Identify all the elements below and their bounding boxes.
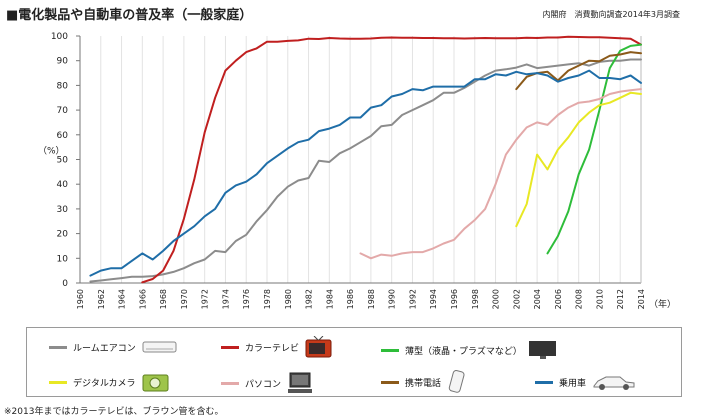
digital-camera-icon <box>142 374 169 392</box>
x-axis-label: （年） <box>649 298 676 310</box>
y-tick-label: 30 <box>57 205 69 215</box>
legend-item-mobile-phone: 携帯電話 <box>381 370 467 394</box>
legend-item-car: 乗用車 <box>535 372 636 392</box>
y-tick-label: 0 <box>62 279 68 289</box>
y-tick-label: 70 <box>57 106 69 116</box>
x-tick-label: 1992 <box>408 289 417 309</box>
y-tick-label: 10 <box>57 254 69 264</box>
x-tick-label: 1988 <box>367 289 376 309</box>
x-tick-label: 1998 <box>471 289 480 309</box>
x-tick-label: 2002 <box>512 289 521 309</box>
x-tick-label: 1960 <box>76 289 85 309</box>
y-tick-label: 100 <box>51 32 68 42</box>
x-tick-label: 2006 <box>554 289 563 309</box>
legend-swatch <box>381 348 399 352</box>
y-axis-label: （%） <box>38 146 65 157</box>
x-tick-label: 2008 <box>575 289 584 309</box>
x-tick-label: 1976 <box>242 289 251 309</box>
legend-swatch <box>49 380 67 384</box>
mobile-phone-icon <box>448 370 465 393</box>
x-tick-label: 1990 <box>388 289 397 309</box>
legend-swatch <box>221 381 239 385</box>
series-line <box>515 91 642 228</box>
y-tick-label: 80 <box>57 81 69 91</box>
legend-swatch <box>535 380 553 384</box>
x-tick-label: 2014 <box>637 289 646 309</box>
chart-legend: ルームエアコン カラーテレビ 薄型（液晶・プラズマなど） デジタルカメラ <box>26 327 682 397</box>
air-conditioner-icon <box>142 341 177 353</box>
x-tick-label: 1994 <box>429 289 438 309</box>
legend-swatch <box>221 345 239 349</box>
footnote: ※2013年まではカラーテレビは、ブラウン管を含む。 <box>4 407 224 417</box>
x-tick-label: 1964 <box>118 289 127 309</box>
x-tick-label: 2010 <box>595 289 604 309</box>
car-icon <box>593 376 635 390</box>
line-chart: 0 10 20 30 40 50 60 70 80 90 100 （%） 1960 1962 1964 196… <box>38 32 676 310</box>
y-tick-label: 90 <box>57 57 69 67</box>
x-tick-label: 2012 <box>616 289 625 309</box>
legend-label: 乗用車 <box>559 378 587 389</box>
y-tick-label: 20 <box>57 230 69 240</box>
x-tick-label: 2000 <box>492 289 501 309</box>
y-tick-label: 40 <box>57 180 69 190</box>
x-tick-label: 1966 <box>138 289 147 309</box>
series-line <box>141 35 642 284</box>
legend-item-flat-tv: 薄型（液晶・プラズマなど） <box>381 340 558 360</box>
y-tick-label: 50 <box>57 156 69 166</box>
legend-item-color-tv: カラーテレビ <box>221 336 333 358</box>
legend-label: ルームエアコン <box>73 343 136 354</box>
flat-tv-icon <box>528 341 556 359</box>
source-note: 内閣府 消費動向調査2014年3月調査 <box>542 10 680 19</box>
legend-label: 薄型（液晶・プラズマなど） <box>405 346 522 357</box>
chart-title: ■電化製品や自動車の普及率（一般家庭） <box>6 8 253 23</box>
x-tick-label: 1996 <box>450 289 459 309</box>
series-line <box>89 69 642 277</box>
x-tick-label: 1972 <box>201 289 210 309</box>
legend-swatch <box>381 380 399 384</box>
x-tick-label: 1970 <box>180 289 189 309</box>
x-tick-label: 1984 <box>325 289 334 309</box>
legend-label: パソコン <box>245 379 282 390</box>
x-tick-label: 1986 <box>346 289 355 309</box>
x-tick-label: 1982 <box>305 289 314 309</box>
x-tick-label: 1968 <box>159 289 168 309</box>
legend-label: デジタルカメラ <box>73 378 136 389</box>
series-line <box>89 58 642 283</box>
color-tv-icon <box>305 336 332 358</box>
series-line <box>546 43 642 255</box>
series-line <box>359 88 642 260</box>
legend-swatch <box>49 345 67 349</box>
pc-icon <box>288 372 313 393</box>
legend-item-digital-camera: デジタルカメラ <box>49 372 170 392</box>
x-tick-label: 1962 <box>97 289 106 309</box>
legend-label: カラーテレビ <box>245 343 300 354</box>
legend-item-room-aircon: ルームエアコン <box>49 340 178 354</box>
x-tick-label: 1980 <box>284 289 293 309</box>
x-tick-label: 2004 <box>533 289 542 309</box>
legend-item-pc: パソコン <box>221 372 315 394</box>
x-tick-label: 1974 <box>221 289 230 309</box>
y-tick-label: 60 <box>57 131 69 141</box>
x-tick-label: 1978 <box>263 289 272 309</box>
legend-label: 携帯電話 <box>405 378 442 389</box>
